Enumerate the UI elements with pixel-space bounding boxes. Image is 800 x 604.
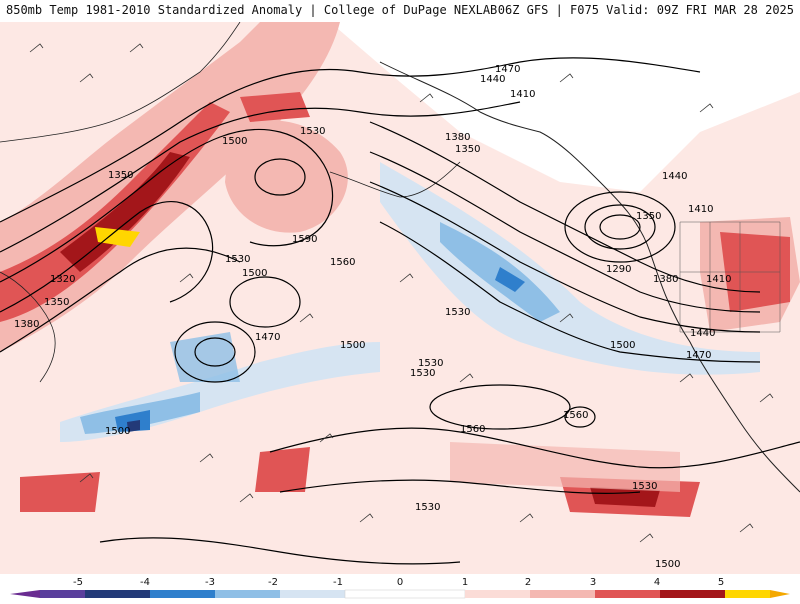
contour-label: 1440 xyxy=(662,171,687,182)
legend-tick-label: -3 xyxy=(205,577,215,588)
legend-swatch xyxy=(40,590,85,598)
contour-label: 1500 xyxy=(105,426,130,437)
contour-label: 1350 xyxy=(44,297,69,308)
coastline-asia xyxy=(0,22,241,143)
contour-label: 1350 xyxy=(108,170,133,181)
legend-tick-label: 4 xyxy=(654,577,660,588)
contour-label: 1530 xyxy=(418,358,443,369)
legend-swatch xyxy=(85,590,150,598)
contour-label: 1290 xyxy=(606,264,631,275)
header-bar: 850mb Temp 1981-2010 Standardized Anomal… xyxy=(0,0,800,23)
legend-tick-label: 5 xyxy=(718,577,724,588)
model-run-info: 06Z GFS | F075 Valid: 09Z FRI MAR 28 202… xyxy=(497,3,794,17)
contour-label: 1500 xyxy=(610,340,635,351)
positive-high-north xyxy=(240,92,310,122)
contour-label: 1410 xyxy=(706,274,731,285)
contour-label: 1350 xyxy=(455,144,480,155)
legend-tick-label: 2 xyxy=(525,577,531,588)
coastline-aleutians xyxy=(329,161,461,198)
legend-swatch xyxy=(465,590,530,598)
legend-swatch xyxy=(150,590,215,598)
legend-swatch xyxy=(660,590,725,598)
wind-barbs xyxy=(29,43,774,543)
coastline-north-america xyxy=(379,61,800,493)
color-legend: -5 -4 -3 -2 -1 0 1 2 3 4 5 xyxy=(0,574,800,600)
contour-label: 1500 xyxy=(242,268,267,279)
contour-label: 1500 xyxy=(655,559,680,570)
positive-extreme-core xyxy=(95,227,140,247)
legend-arrow-left xyxy=(10,590,40,598)
legend-arrow-right xyxy=(770,590,790,598)
state-borders xyxy=(679,221,781,333)
contour-label: 1410 xyxy=(510,89,535,100)
legend-canvas: -5 -4 -3 -2 -1 0 1 2 3 4 5 xyxy=(10,577,790,599)
contour-label: 1530 xyxy=(225,254,250,265)
positive-tropics-3-core xyxy=(590,487,660,507)
contour-label: 1530 xyxy=(415,502,440,513)
negative-core-east-strong xyxy=(495,267,525,292)
legend-swatch xyxy=(344,589,466,599)
negative-band-east xyxy=(380,162,760,375)
contour-label: 1380 xyxy=(653,274,678,285)
contour-label: 1500 xyxy=(222,136,247,147)
contour-label: 1530 xyxy=(445,307,470,318)
contour-label: 1440 xyxy=(690,328,715,339)
contour-label: 1320 xyxy=(50,274,75,285)
negative-core-west-strong xyxy=(127,420,140,432)
contour-label: 1590 xyxy=(292,234,317,245)
legend-swatch xyxy=(280,590,345,598)
legend-tick-label: -5 xyxy=(73,577,83,588)
contour-label: 1530 xyxy=(410,368,435,379)
legend-swatch xyxy=(530,590,595,598)
legend-tick-label: -4 xyxy=(140,577,150,588)
map-canvas: 1470 1440 1410 1380 1350 1530 1500 1590 … xyxy=(0,22,800,574)
height-contours xyxy=(0,57,800,565)
coastline-japan xyxy=(0,271,56,383)
legend-swatch xyxy=(725,590,770,598)
negative-core-west xyxy=(115,410,150,432)
legend-tick-label: -2 xyxy=(268,577,278,588)
contour-label: 1470 xyxy=(686,350,711,361)
contour-label: 1560 xyxy=(563,410,588,421)
contour-label: 1560 xyxy=(460,424,485,435)
anomaly-map: 1470 1440 1410 1380 1350 1530 1500 1590 … xyxy=(0,22,800,574)
contour-label: 1560 xyxy=(330,257,355,268)
positive-high-center xyxy=(225,120,348,233)
neutral-region-north xyxy=(330,22,800,192)
positive-tropics-2 xyxy=(20,472,100,512)
legend-tick-label: -1 xyxy=(333,577,343,588)
contour-label: 1350 xyxy=(636,211,661,222)
contour-label: 1440 xyxy=(480,74,505,85)
contour-label: 1380 xyxy=(14,319,39,330)
positive-ridge-strong xyxy=(60,152,190,272)
positive-tropics-1 xyxy=(255,447,310,492)
contour-label: 1410 xyxy=(688,204,713,215)
positive-tropics-band xyxy=(450,442,680,492)
contour-label: 1500 xyxy=(340,340,365,351)
legend-swatch xyxy=(595,590,660,598)
contour-label: 1530 xyxy=(300,126,325,137)
map-title: 850mb Temp 1981-2010 Standardized Anomal… xyxy=(6,3,498,17)
contour-label: 1380 xyxy=(445,132,470,143)
legend-swatch xyxy=(215,590,280,598)
legend-tick-label: 1 xyxy=(462,577,468,588)
contour-labels: 1470 1440 1410 1380 1350 1530 1500 1590 … xyxy=(14,64,731,570)
legend-tick-label: 0 xyxy=(397,577,403,588)
contour-label: 1470 xyxy=(255,332,280,343)
contour-label: 1470 xyxy=(495,64,520,75)
negative-low-center xyxy=(170,332,240,382)
legend-tick-label: 3 xyxy=(590,577,596,588)
contour-label: 1530 xyxy=(632,481,657,492)
